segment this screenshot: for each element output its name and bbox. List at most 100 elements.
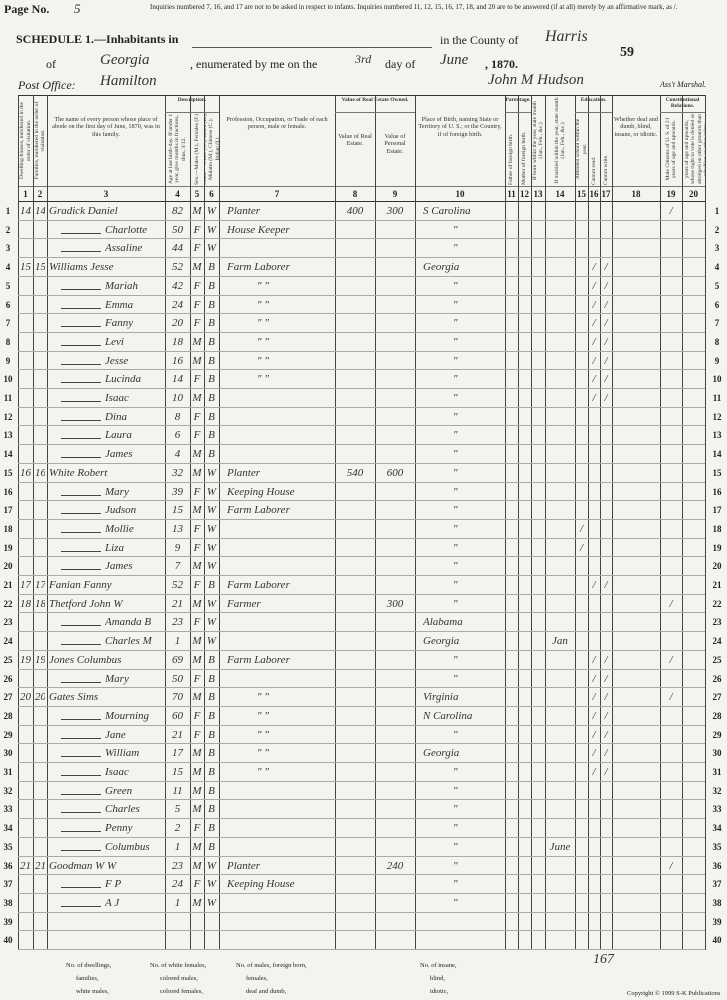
line-number: 17 — [712, 505, 722, 516]
entry-name: Isaac — [105, 392, 129, 404]
entry-sex: F — [193, 878, 201, 891]
row-rule — [18, 855, 705, 857]
entry-color: W — [206, 205, 217, 217]
line-number: 28 — [3, 710, 13, 721]
entry-age: 1 — [174, 635, 181, 648]
line-number: 24 — [3, 636, 13, 647]
line-number: 15 — [3, 467, 13, 478]
line-number: 31 — [712, 767, 722, 777]
line-number: 8 — [714, 336, 720, 347]
name-dash — [61, 307, 101, 309]
entry-name: Jones Columbus — [49, 653, 122, 666]
line-number: 37 — [712, 879, 722, 890]
entry-color: B — [208, 261, 215, 274]
entry-c15: / — [579, 522, 584, 535]
entry-name: Dina — [105, 410, 127, 423]
column-header: Sex.—Males (M.), Females (F.) — [193, 113, 200, 185]
row-rule — [18, 425, 705, 427]
entry-sex: F — [193, 485, 201, 498]
entry-personal-estate: 300 — [386, 205, 404, 217]
column-number: 20 — [689, 189, 698, 199]
entry-sex: M — [192, 635, 202, 648]
entry-occupation: House Keeper — [227, 223, 290, 236]
column-rule — [375, 95, 376, 950]
entry-color: B — [208, 335, 215, 348]
column-header: Age at last birth-day. If under 1 year, … — [167, 113, 187, 185]
entry-real-estate: 540 — [346, 466, 364, 479]
entry-color: B — [208, 298, 215, 311]
entry-color: B — [208, 803, 215, 816]
entry-name: Lucinda — [105, 373, 142, 386]
row-rule — [18, 219, 705, 221]
line-number: 40 — [3, 935, 13, 946]
entry-c17: / — [604, 672, 608, 685]
column-header: Place of Birth, naming State or Territor… — [418, 116, 502, 138]
entry-c17: / — [604, 261, 608, 274]
name-dash — [61, 232, 101, 234]
entry-age: 11 — [172, 784, 183, 797]
entry-name: Fanny — [105, 317, 134, 330]
entry-family: 21 — [35, 859, 45, 872]
day: 3rd — [355, 52, 372, 66]
entry-dwelling: 21 — [20, 859, 31, 872]
column-number: 4 — [175, 189, 180, 199]
name-dash — [61, 625, 101, 627]
entry-birthplace: " — [453, 298, 458, 311]
entry-name: Williams Jesse — [49, 261, 114, 274]
entry-dwelling: 17 — [20, 579, 31, 591]
entry-sex: F — [193, 223, 201, 236]
column-header: Value of Personal Estate. — [384, 133, 406, 155]
line-number: 13 — [712, 430, 722, 441]
entry-age: 50 — [172, 223, 183, 236]
entry-occupation: " " — [257, 279, 269, 292]
line-number: 27 — [3, 692, 13, 703]
column-header: Cannot write. — [602, 154, 609, 185]
entry-occupation: " " — [257, 728, 269, 741]
column-rule — [600, 95, 601, 950]
row-rule — [18, 575, 705, 576]
entry-name: Mary — [105, 485, 129, 498]
column-rule — [531, 95, 532, 950]
entry-birthplace: " — [453, 410, 458, 423]
entry-birthplace: " — [453, 317, 458, 330]
entry-color: B — [208, 747, 215, 760]
entry-c16: / — [592, 317, 596, 330]
line-number: 31 — [3, 767, 13, 777]
entry-c16: / — [592, 747, 596, 760]
entry-color: B — [208, 691, 215, 704]
rule — [18, 95, 705, 96]
line-number: 14 — [712, 449, 722, 460]
entry-color: W — [206, 541, 217, 554]
entry-age: 15 — [172, 766, 183, 778]
entry-age: 10 — [172, 392, 183, 404]
underline — [192, 47, 432, 48]
name-dash — [61, 288, 101, 290]
entry-family: 18 — [35, 597, 45, 610]
entry-personal-estate: 600 — [386, 466, 404, 479]
entry-color: B — [208, 373, 215, 386]
line-number: 37 — [3, 879, 13, 890]
name-dash — [61, 457, 101, 459]
entry-name: Fanian Fanny — [49, 579, 112, 591]
entry-occupation: Farm Laborer — [227, 579, 290, 591]
entry-age: 6 — [174, 429, 181, 442]
entry-c17: / — [604, 279, 608, 292]
entry-name: Judson — [105, 504, 137, 517]
entry-age: 9 — [174, 541, 181, 554]
entry-sex: M — [192, 597, 202, 610]
entry-occupation: " " — [257, 709, 269, 722]
row-rule — [18, 892, 705, 894]
entry-birthplace: N Carolina — [423, 709, 473, 722]
entry-name: Mollie — [105, 522, 134, 535]
entry-personal-estate: 240 — [386, 859, 404, 872]
row-rule — [18, 762, 705, 763]
line-number: 21 — [3, 580, 13, 590]
entry-name: Emma — [105, 298, 134, 311]
entry-sex: M — [192, 448, 202, 461]
entry-dwelling: 19 — [20, 653, 31, 666]
entry-age: 2 — [174, 822, 181, 835]
line-number: 20 — [3, 561, 13, 572]
entry-c15: / — [579, 541, 584, 554]
line-number: 40 — [712, 935, 722, 946]
line-number: 22 — [712, 598, 722, 609]
